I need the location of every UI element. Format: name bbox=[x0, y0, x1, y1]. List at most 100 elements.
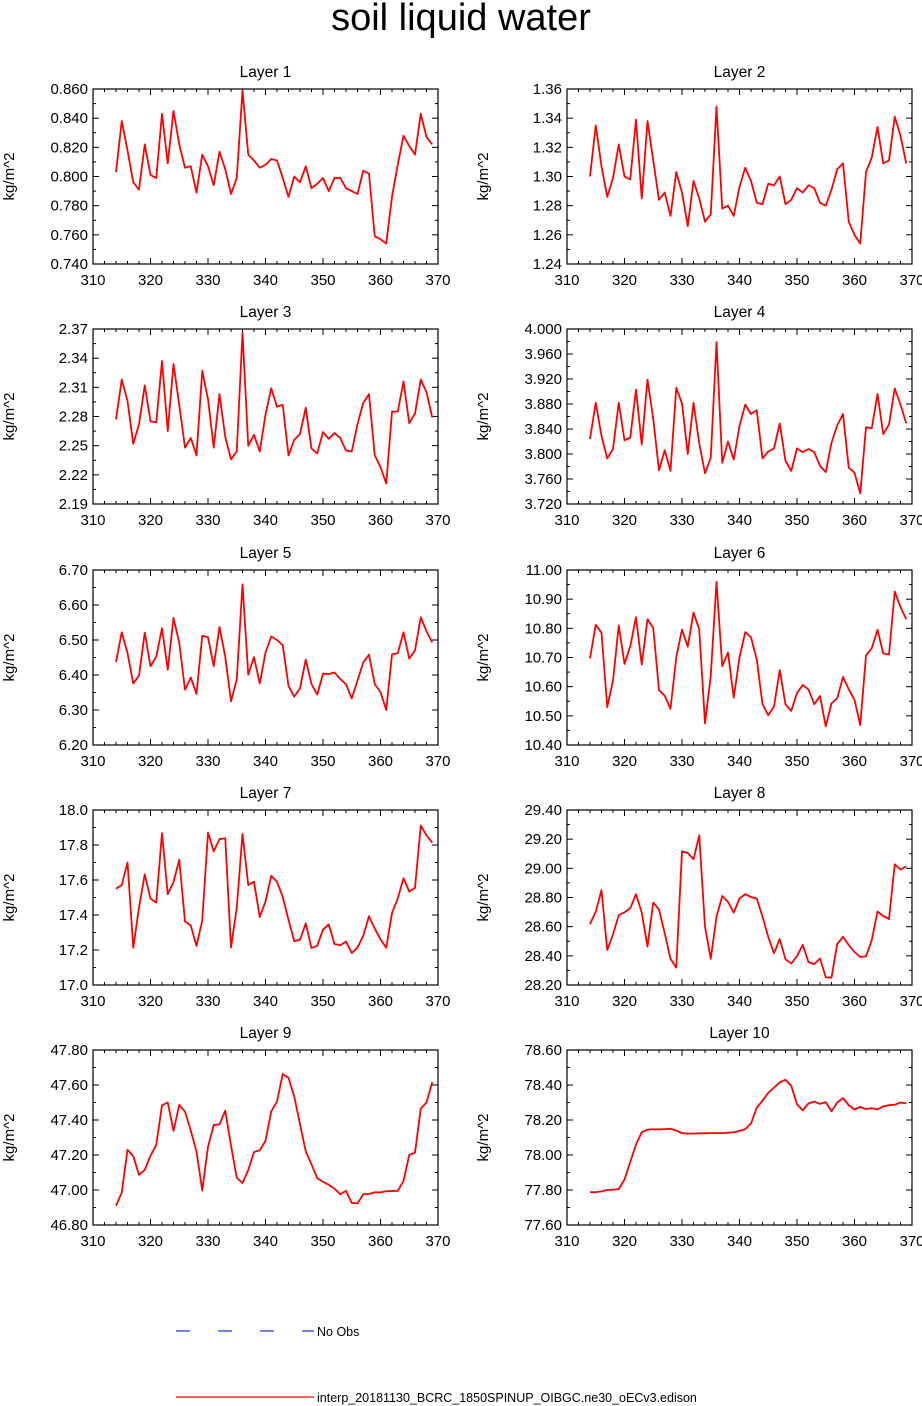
y-tick-label: 6.30 bbox=[59, 702, 88, 719]
panel-title: Layer 3 bbox=[240, 304, 292, 321]
panel-title: Layer 7 bbox=[240, 785, 292, 802]
y-tick-label: 10.70 bbox=[524, 650, 562, 667]
panel-title: Layer 5 bbox=[240, 545, 292, 562]
x-tick-label: 320 bbox=[138, 1233, 163, 1250]
plot-frame bbox=[566, 569, 913, 746]
x-tick-label: 370 bbox=[899, 1233, 922, 1250]
y-tick-label: 77.80 bbox=[524, 1182, 562, 1199]
x-tick-label: 360 bbox=[368, 512, 393, 529]
x-tick-label: 330 bbox=[669, 1233, 694, 1250]
y-axis-label: kg/m^2 bbox=[475, 393, 492, 441]
series-line bbox=[115, 824, 433, 955]
plot-frame bbox=[92, 88, 439, 265]
y-tick-label: 29.20 bbox=[524, 831, 562, 848]
y-tick-label: 3.920 bbox=[524, 371, 562, 388]
y-tick-label: 1.28 bbox=[533, 198, 562, 215]
y-tick-label: 1.32 bbox=[533, 139, 562, 156]
panel-title: Layer 1 bbox=[240, 64, 292, 81]
y-axis-label: kg/m^2 bbox=[1, 1114, 18, 1162]
x-tick-label: 350 bbox=[310, 753, 335, 770]
panel-layer-10: Layer 10 kg/m^2 77.60 77.80 78.00 78.20 78.40 7… bbox=[475, 1025, 922, 1250]
y-tick-label: 0.780 bbox=[50, 198, 88, 215]
panel-layer-5: Layer 5 kg/m^2 6.20 6.30 6.40 6.50 6.60 6.70 310… bbox=[1, 545, 451, 770]
x-tick-label: 350 bbox=[310, 272, 335, 289]
y-tick-label: 0.820 bbox=[50, 139, 88, 156]
x-tick-label: 320 bbox=[138, 753, 163, 770]
x-tick-label: 360 bbox=[842, 512, 867, 529]
y-tick-label: 3.960 bbox=[524, 346, 562, 363]
y-tick-label: 3.840 bbox=[524, 421, 562, 438]
x-tick-label: 320 bbox=[138, 512, 163, 529]
x-tick-label: 320 bbox=[612, 753, 637, 770]
x-tick-label: 360 bbox=[842, 272, 867, 289]
x-tick-label: 360 bbox=[842, 1233, 867, 1250]
series-line bbox=[115, 331, 434, 485]
y-tick-label: 2.37 bbox=[59, 321, 88, 338]
legend: No Obs interp_20181130_BCRC_1850SPINUP_O… bbox=[176, 1325, 697, 1405]
x-tick-label: 350 bbox=[784, 512, 809, 529]
x-tick-label: 370 bbox=[899, 753, 922, 770]
panel-layer-2: Layer 2 kg/m^2 1.24 1.26 1.28 1.30 1.32 1.34 1.3… bbox=[475, 64, 922, 289]
y-tick-label: 2.19 bbox=[59, 496, 88, 513]
y-tick-label: 28.60 bbox=[524, 919, 562, 936]
panel-layer-4: Layer 4 kg/m^2 3.720 3.760 3.800 3.840 3.880 3.… bbox=[475, 304, 922, 529]
y-tick-label: 10.50 bbox=[524, 708, 562, 725]
x-tick-label: 330 bbox=[669, 753, 694, 770]
x-tick-label: 360 bbox=[368, 1233, 393, 1250]
y-tick-label: 3.880 bbox=[524, 396, 562, 413]
plot-frame bbox=[566, 1049, 913, 1226]
panel-layer-1: Layer 1 kg/m^2 0.740 0.760 0.780 0.800 0.820 0.… bbox=[1, 64, 451, 289]
x-tick-label: 330 bbox=[669, 993, 694, 1010]
x-tick-label: 320 bbox=[612, 272, 637, 289]
y-tick-label: 78.60 bbox=[524, 1042, 562, 1059]
x-tick-label: 330 bbox=[195, 272, 220, 289]
y-tick-label: 17.8 bbox=[59, 837, 88, 854]
y-tick-label: 47.80 bbox=[50, 1042, 88, 1059]
y-tick-label: 10.90 bbox=[524, 591, 562, 608]
y-axis-label: kg/m^2 bbox=[475, 153, 492, 201]
series-line bbox=[115, 89, 433, 245]
x-tick-label: 340 bbox=[253, 993, 278, 1010]
y-tick-label: 10.60 bbox=[524, 679, 562, 696]
y-tick-label: 78.00 bbox=[524, 1147, 562, 1164]
x-tick-label: 310 bbox=[554, 512, 579, 529]
y-tick-label: 3.800 bbox=[524, 446, 562, 463]
y-tick-label: 47.00 bbox=[50, 1182, 88, 1199]
x-tick-label: 340 bbox=[253, 272, 278, 289]
y-tick-label: 4.000 bbox=[524, 321, 562, 338]
x-tick-label: 330 bbox=[195, 753, 220, 770]
x-tick-label: 350 bbox=[310, 1233, 335, 1250]
x-tick-label: 360 bbox=[368, 993, 393, 1010]
y-tick-label: 1.34 bbox=[533, 110, 562, 127]
x-tick-label: 340 bbox=[727, 512, 752, 529]
x-tick-label: 370 bbox=[425, 753, 450, 770]
panel-grid: Layer 1 kg/m^2 0.740 0.760 0.780 0.800 0.820 0.… bbox=[1, 64, 922, 1250]
legend-model-label: interp_20181130_BCRC_1850SPINUP_OIBGC.ne… bbox=[317, 1391, 697, 1405]
x-tick-label: 370 bbox=[899, 993, 922, 1010]
y-tick-label: 1.24 bbox=[533, 256, 562, 273]
y-tick-label: 0.840 bbox=[50, 110, 88, 127]
plot-frame bbox=[566, 328, 913, 505]
y-tick-label: 17.2 bbox=[59, 942, 88, 959]
series-line bbox=[589, 105, 908, 245]
y-tick-label: 10.40 bbox=[524, 737, 562, 754]
x-tick-label: 370 bbox=[425, 272, 450, 289]
y-tick-label: 17.6 bbox=[59, 872, 88, 889]
x-tick-label: 350 bbox=[784, 272, 809, 289]
series-line bbox=[589, 834, 907, 979]
panel-title: Layer 4 bbox=[714, 304, 766, 321]
y-tick-label: 2.31 bbox=[59, 379, 88, 396]
x-tick-label: 340 bbox=[727, 1233, 752, 1250]
plot-frame bbox=[92, 328, 439, 505]
y-tick-label: 0.800 bbox=[50, 169, 88, 186]
y-tick-label: 6.50 bbox=[59, 632, 88, 649]
y-tick-label: 29.40 bbox=[524, 802, 562, 819]
y-axis-label: kg/m^2 bbox=[475, 634, 492, 682]
panel-title: Layer 6 bbox=[714, 545, 766, 562]
y-tick-label: 6.70 bbox=[59, 562, 88, 579]
y-axis-label: kg/m^2 bbox=[475, 874, 492, 922]
x-tick-label: 320 bbox=[612, 1233, 637, 1250]
x-tick-label: 330 bbox=[195, 512, 220, 529]
panel-layer-8: Layer 8 kg/m^2 28.20 28.40 28.60 28.80 29.00 29… bbox=[475, 785, 922, 1010]
